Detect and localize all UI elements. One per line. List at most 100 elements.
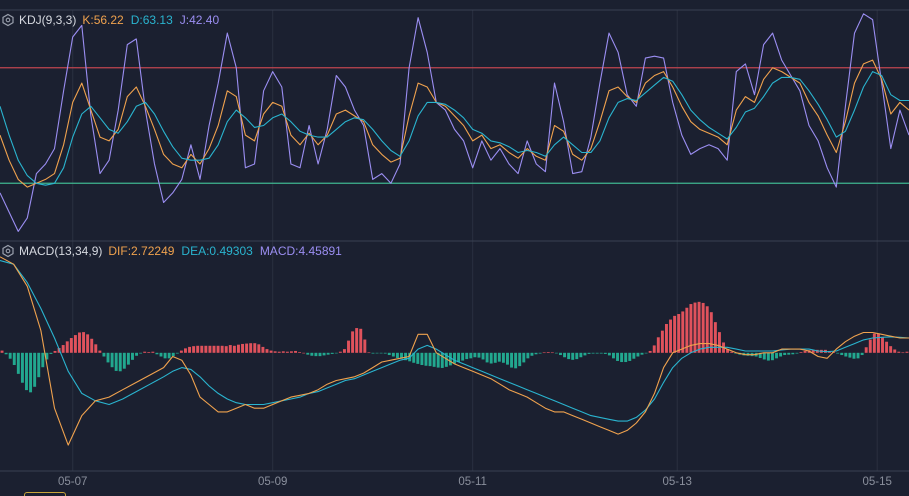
macd-histogram-bar xyxy=(367,352,371,354)
macd-histogram-bar xyxy=(542,352,546,354)
macd-histogram-bar xyxy=(701,302,705,353)
macd-histogram-bar xyxy=(803,350,807,353)
macd-histogram-bar xyxy=(620,352,624,363)
macd-histogram-bar xyxy=(241,343,244,353)
macd-histogram-bar xyxy=(428,352,432,367)
macd-histogram-bar xyxy=(775,352,778,359)
macd-histogram-bar xyxy=(571,352,575,360)
macd-histogram-bar xyxy=(844,352,848,357)
macd-histogram-bar xyxy=(905,351,909,353)
macd-histogram-bar xyxy=(709,312,713,353)
macd-histogram-bar xyxy=(811,349,815,353)
macd-histogram-bar xyxy=(122,352,126,369)
macd-histogram-bar xyxy=(371,352,375,354)
macd-histogram-bar xyxy=(184,348,187,353)
macd-histogram-bar xyxy=(253,343,257,353)
macd-histogram-bar xyxy=(860,352,864,356)
macd-histogram-bar xyxy=(465,352,469,360)
macd-histogram-bar xyxy=(155,352,159,355)
macd-histogram-bar xyxy=(652,345,656,353)
time-range-handle[interactable] xyxy=(24,492,66,496)
macd-histogram-bar xyxy=(485,352,489,363)
macd-histogram-bar xyxy=(636,352,640,357)
macd-histogram-bar xyxy=(677,314,681,353)
macd-histogram-bar xyxy=(159,352,163,357)
macd-histogram-bar xyxy=(522,352,526,363)
macd-histogram-bar xyxy=(554,352,558,354)
macd-histogram-bar xyxy=(681,311,685,353)
macd-histogram-bar xyxy=(298,352,302,353)
macd-histogram-bar xyxy=(192,346,196,353)
x-axis-tick-label: 05-13 xyxy=(662,476,691,488)
macd-histogram-bar xyxy=(65,341,69,353)
macd-histogram-bar xyxy=(779,352,783,357)
macd-histogram-bar xyxy=(330,352,334,354)
macd-histogram-bar xyxy=(424,352,428,366)
macd-histogram-bar xyxy=(114,352,118,371)
macd-histogram-bar xyxy=(86,334,90,353)
macd-histogram-bar xyxy=(102,352,106,357)
macd-histogram-bar xyxy=(856,352,860,359)
macd-histogram-bar xyxy=(783,352,787,356)
kdj-legend: KDJ(9,3,3) K:56.22 D:63.13 J:42.40 xyxy=(0,11,226,29)
macd-histogram-bar xyxy=(338,351,342,353)
macd-histogram-bar xyxy=(473,352,477,358)
macd-histogram-bar xyxy=(514,352,518,369)
macd-histogram-bar xyxy=(583,352,587,356)
macd-histogram-bar xyxy=(4,352,8,355)
macd-histogram-bar xyxy=(440,352,444,368)
macd-histogram-bar xyxy=(648,350,652,353)
macd-histogram-bar xyxy=(245,343,249,353)
macd-histogram-bar xyxy=(416,352,420,364)
macd-histogram-bar xyxy=(848,352,852,358)
macd-histogram-bar xyxy=(734,352,738,354)
macd-histogram-bar xyxy=(632,352,636,359)
macd-histogram-bar xyxy=(758,352,762,358)
kdj-k-line xyxy=(0,59,909,188)
macd-histogram-bar xyxy=(265,349,269,353)
macd-histogram-bar xyxy=(876,333,880,353)
macd-histogram-bar xyxy=(669,319,672,353)
macd-histogram-bar xyxy=(607,352,611,356)
macd-indicator-name[interactable]: MACD(13,34,9) xyxy=(19,244,103,258)
macd-histogram-bar xyxy=(204,345,208,353)
macd-histogram-bar xyxy=(359,328,363,353)
macd-histogram-bar xyxy=(118,352,122,372)
macd-histogram-bar xyxy=(53,350,57,353)
macd-histogram-bar xyxy=(481,352,485,360)
macd-histogram-bar xyxy=(697,301,701,353)
macd-histogram-bar xyxy=(705,306,709,353)
macd-histogram-bar xyxy=(200,345,204,353)
macd-histogram-bar xyxy=(41,352,45,368)
indicator-settings-icon[interactable] xyxy=(1,13,15,27)
macd-histogram-bar xyxy=(126,352,130,365)
macd-histogram-bar xyxy=(836,352,840,354)
macd-histogram-bar xyxy=(575,352,579,360)
macd-histogram-bar xyxy=(151,351,155,353)
macd-histogram-bar xyxy=(717,332,721,353)
macd-histogram-bar xyxy=(624,352,628,363)
macd-histogram-bar xyxy=(249,343,253,353)
macd-histogram-bar xyxy=(453,352,456,364)
macd-histogram-bar xyxy=(261,346,265,353)
macd-histogram-bar xyxy=(69,338,73,353)
macd-histogram-bar xyxy=(395,352,399,358)
macd-histogram-value: MACD:4.45891 xyxy=(259,244,342,258)
macd-histogram-bar xyxy=(550,352,554,354)
macd-histogram-bar xyxy=(179,350,183,353)
macd-histogram-bar xyxy=(228,345,232,353)
macd-histogram-bar xyxy=(526,352,530,359)
kdj-indicator-name[interactable]: KDJ(9,3,3) xyxy=(19,13,77,27)
macd-histogram-bar xyxy=(0,350,4,353)
macd-dif-value: DIF:2.72249 xyxy=(108,244,175,258)
macd-histogram-bar xyxy=(90,338,94,353)
indicator-settings-icon[interactable] xyxy=(1,244,15,258)
macd-histogram-bar xyxy=(506,352,509,365)
macd-histogram-bar xyxy=(285,351,289,353)
kdj-j-line xyxy=(0,13,909,232)
macd-histogram-bar xyxy=(302,352,306,354)
macd-histogram-bar xyxy=(791,352,795,355)
